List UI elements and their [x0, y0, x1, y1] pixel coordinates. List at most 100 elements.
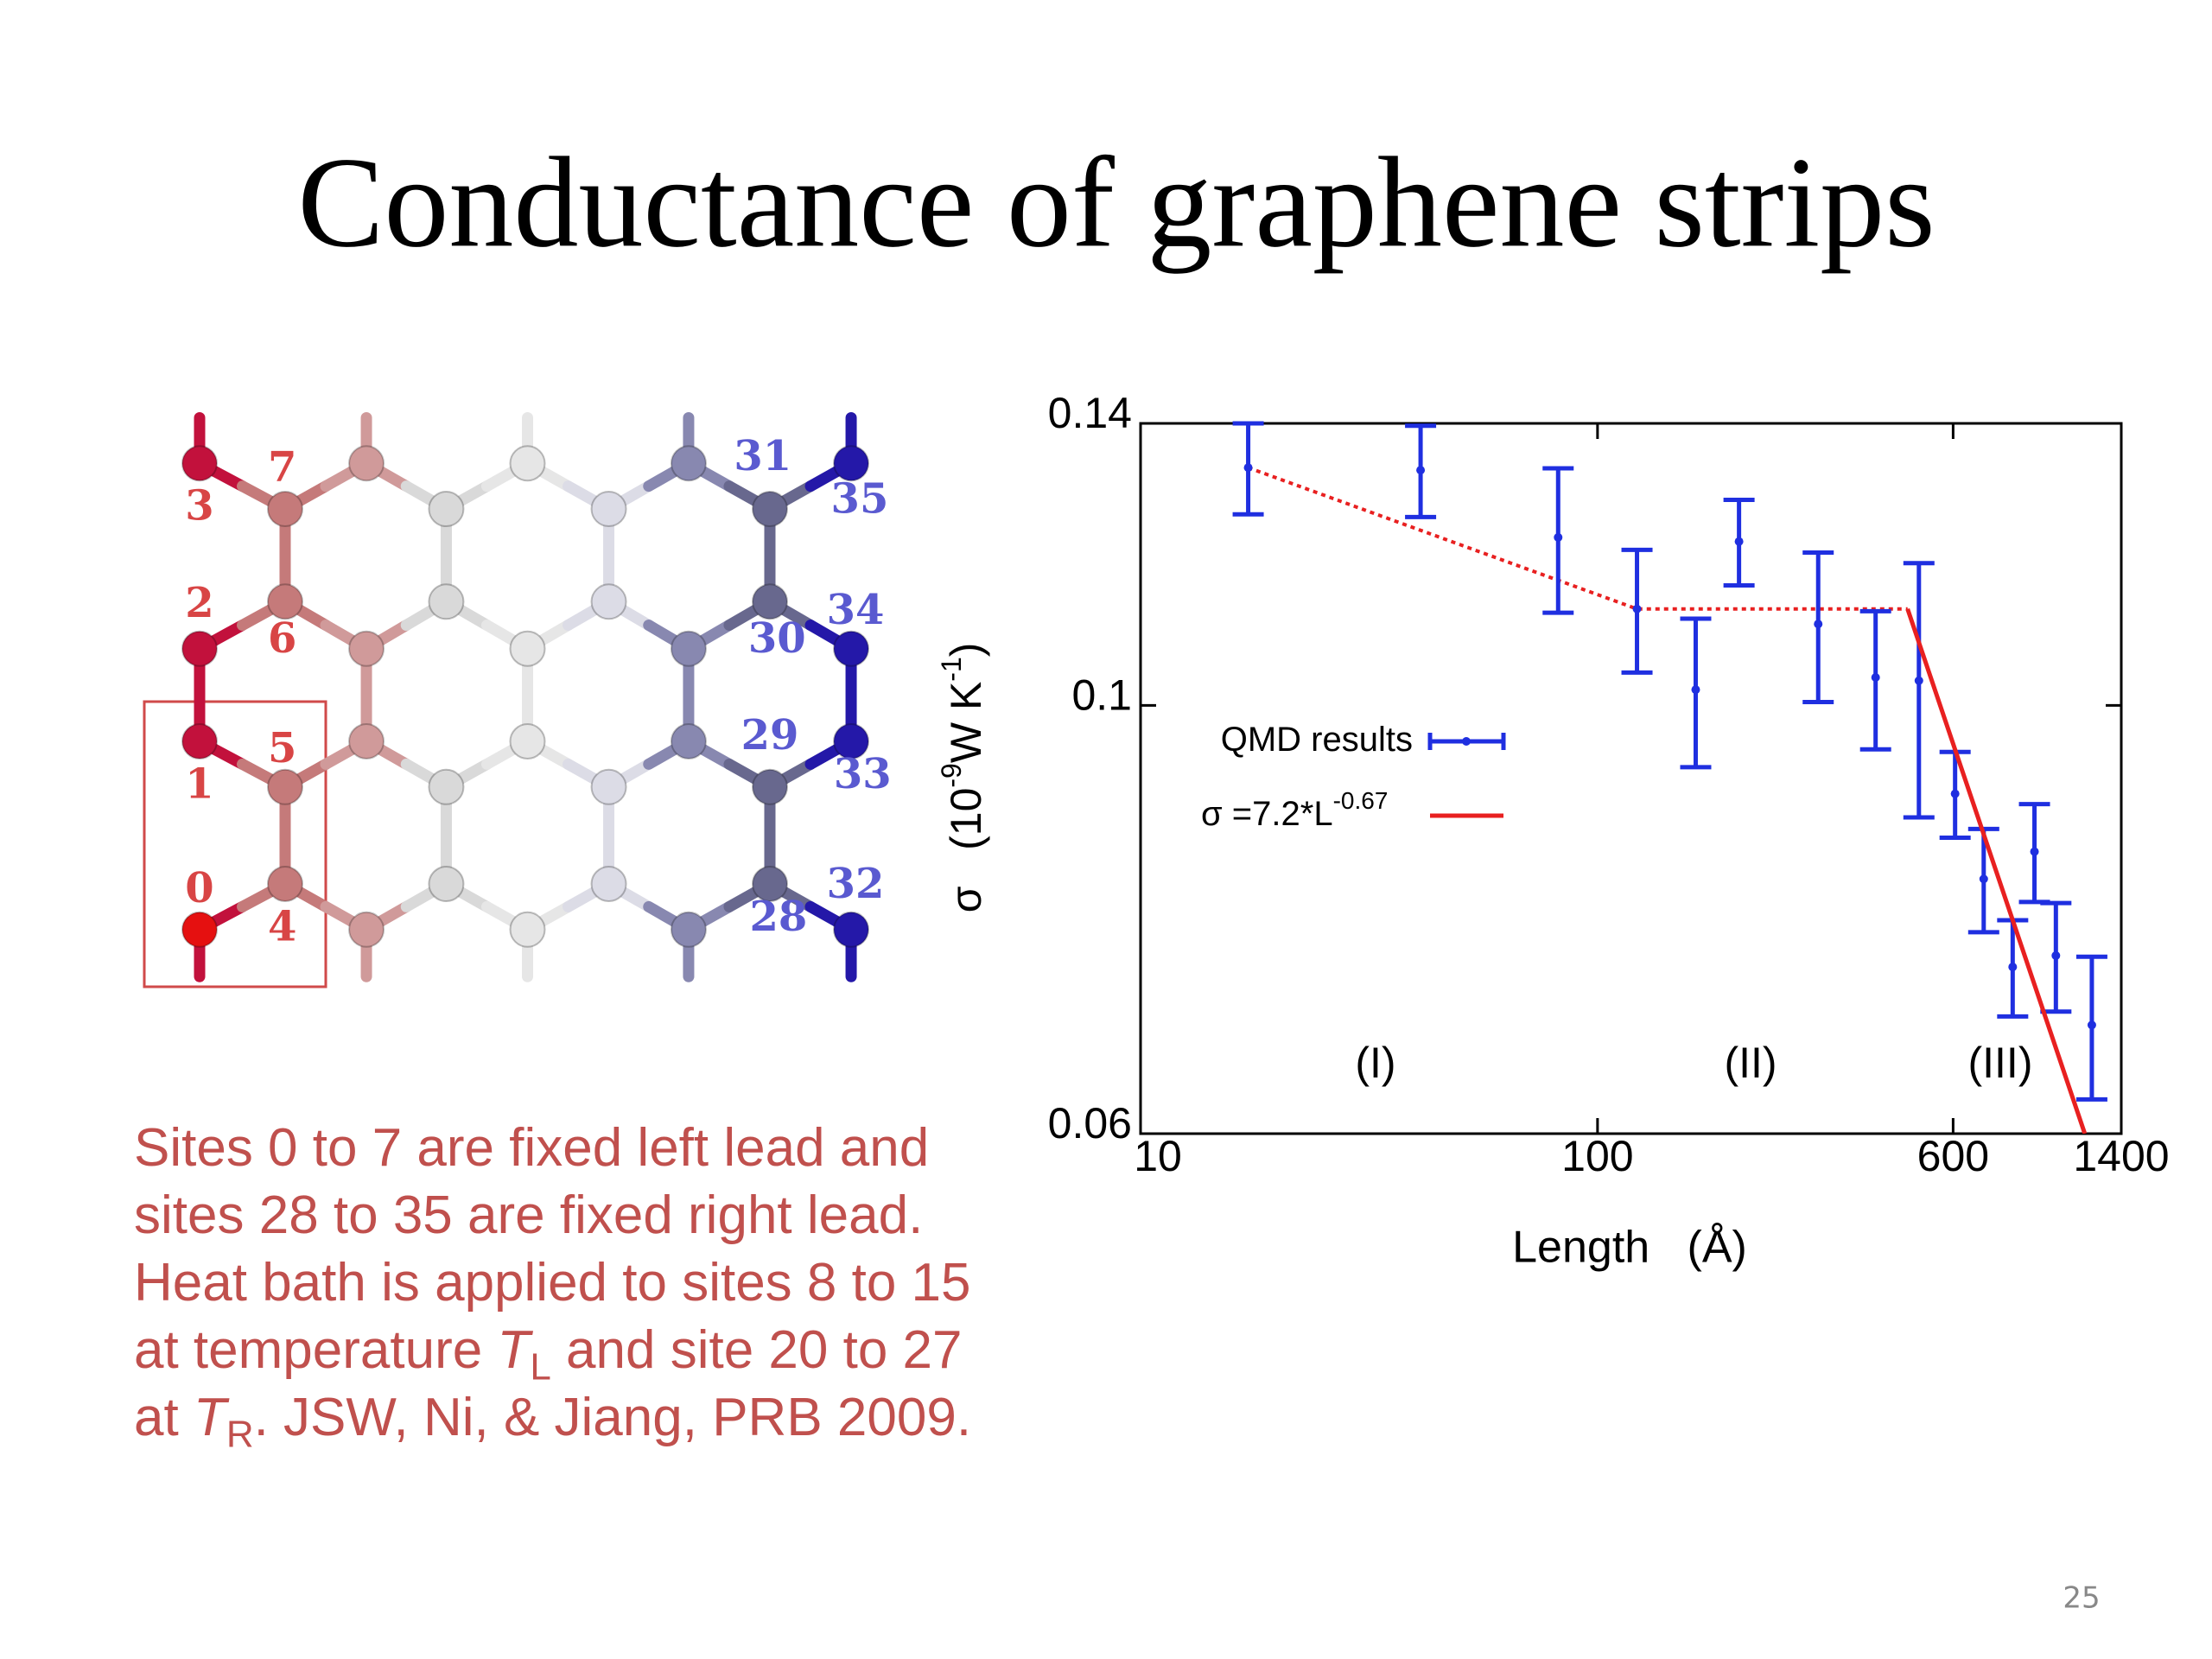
atom	[181, 445, 218, 482]
atom	[670, 445, 707, 482]
legend-name: σ =7.2*L	[1201, 795, 1333, 833]
site-label: 0	[185, 864, 213, 912]
x-tick-label: 1400	[2073, 1132, 2169, 1180]
caption: Sites 0 to 7 are fixed left lead and sit…	[134, 1115, 1007, 1456]
site-label: 32	[827, 860, 885, 908]
atom	[509, 723, 546, 760]
caption-text: and site 20 to 27 at	[134, 1320, 963, 1447]
atom	[267, 583, 303, 620]
y-axis-label-part: σ (10	[942, 788, 990, 913]
site-label: 2	[185, 579, 213, 627]
atom	[833, 723, 870, 760]
site-label: 28	[750, 893, 808, 941]
atom	[267, 866, 303, 902]
x-tick-label: 10	[1134, 1132, 1182, 1180]
atom	[428, 768, 465, 805]
data-point	[2087, 1020, 2096, 1030]
atom	[348, 445, 385, 482]
site-label: 34	[827, 586, 885, 634]
data-point	[1632, 604, 1642, 613]
caption-symbol: T	[193, 1388, 226, 1447]
fit-line	[1905, 607, 2088, 1134]
y-axis-label-part: W K	[942, 682, 990, 763]
atom	[670, 911, 707, 948]
atom	[181, 630, 218, 667]
atom	[833, 911, 870, 948]
caption-text: . JSW, Ni, & Jiang, PRB 2009.	[253, 1388, 972, 1447]
atom	[590, 491, 627, 528]
site-label: 30	[748, 614, 806, 663]
data-point	[1416, 466, 1426, 475]
data-point	[1950, 789, 1960, 798]
region-label: (I)	[1355, 1039, 1395, 1087]
atom	[752, 866, 788, 902]
legend-superscript: -0.67	[1333, 787, 1389, 814]
site-label: 5	[268, 724, 296, 772]
atom	[348, 911, 385, 948]
caption-text: Sites 0 to 7 are fixed left lead and sit…	[134, 1118, 971, 1380]
page-number: 25	[2063, 1581, 2100, 1616]
data-point	[2008, 963, 2018, 972]
atom	[267, 768, 303, 805]
site-label: 4	[268, 902, 296, 950]
site-label: 29	[741, 711, 799, 760]
atom	[181, 911, 218, 948]
data-point	[1734, 537, 1744, 546]
slide-title: Conductance of graphene strips	[297, 130, 1935, 274]
data-point	[2051, 950, 2061, 960]
site-label: 7	[268, 443, 296, 492]
atom	[752, 768, 788, 805]
caption-symbol: T	[497, 1320, 531, 1380]
atom	[348, 723, 385, 760]
y-tick-label: 0.06	[1048, 1099, 1132, 1147]
atom	[428, 491, 465, 528]
site-label: 31	[734, 432, 791, 480]
y-axis-label-superscript: -1	[936, 657, 967, 681]
atom	[670, 630, 707, 667]
data-point	[1814, 620, 1823, 629]
region-label: (II)	[1724, 1039, 1777, 1087]
data-point	[1691, 685, 1700, 695]
site-label: 3	[185, 482, 213, 531]
y-axis-label-superscript: -9	[936, 763, 967, 787]
atom	[267, 491, 303, 528]
x-tick-label: 100	[1561, 1132, 1633, 1180]
x-axis-label: Length (Å)	[1512, 1223, 1747, 1273]
atom	[181, 723, 218, 760]
site-label: 35	[831, 474, 889, 523]
error-bar	[1903, 561, 1935, 820]
legend-swatch-point	[1462, 737, 1471, 746]
atom	[590, 768, 627, 805]
atom	[509, 911, 546, 948]
legend-label: QMD results	[1221, 721, 1413, 759]
legend-name: QMD results	[1221, 721, 1413, 759]
region-label: (III)	[1968, 1039, 2033, 1087]
data-point	[1554, 532, 1563, 542]
site-label: 33	[834, 750, 892, 798]
caption-subscript: L	[530, 1345, 551, 1389]
data-point	[1871, 672, 1880, 682]
lead-box	[143, 700, 327, 988]
atom	[428, 583, 465, 620]
guide-line	[1247, 466, 1908, 611]
atom	[428, 866, 465, 902]
atom	[590, 866, 627, 902]
atom	[833, 630, 870, 667]
caption-subscript: R	[226, 1413, 254, 1456]
atom	[752, 583, 788, 620]
data-point	[2030, 847, 2039, 856]
y-tick-label: 0.14	[1048, 389, 1132, 437]
y-axis-label-part: )	[942, 643, 990, 658]
data-point	[1914, 676, 1923, 685]
data-point	[1979, 874, 1988, 884]
data-point	[1243, 463, 1253, 473]
atom	[348, 630, 385, 667]
atom	[509, 445, 546, 482]
atom	[590, 583, 627, 620]
site-label: 1	[185, 760, 213, 808]
atom	[509, 630, 546, 667]
x-tick-label: 600	[1917, 1132, 1989, 1180]
atom	[833, 445, 870, 482]
